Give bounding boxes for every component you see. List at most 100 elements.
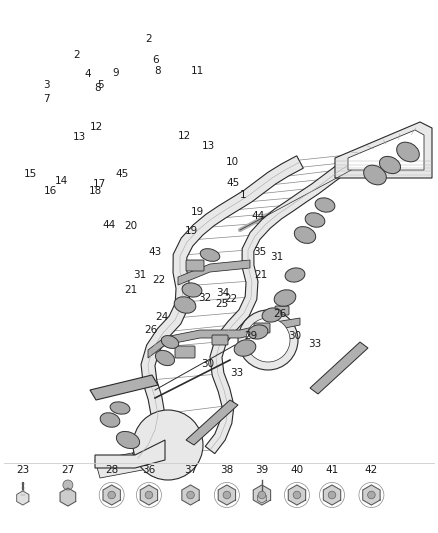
Text: 31: 31 xyxy=(270,252,283,262)
Text: 43: 43 xyxy=(149,247,162,257)
Ellipse shape xyxy=(285,268,305,282)
Text: 23: 23 xyxy=(16,465,29,475)
Ellipse shape xyxy=(200,249,220,261)
Text: 31: 31 xyxy=(133,270,146,280)
Polygon shape xyxy=(186,400,238,445)
Text: 13: 13 xyxy=(202,141,215,151)
Ellipse shape xyxy=(315,198,335,212)
FancyBboxPatch shape xyxy=(254,323,270,333)
Text: 22: 22 xyxy=(152,274,166,285)
Text: 40: 40 xyxy=(290,465,304,475)
Polygon shape xyxy=(178,260,250,285)
Polygon shape xyxy=(90,375,158,400)
Text: 20: 20 xyxy=(124,221,137,231)
Text: 16: 16 xyxy=(44,186,57,196)
Ellipse shape xyxy=(100,413,120,427)
Text: 18: 18 xyxy=(89,186,102,196)
Text: 38: 38 xyxy=(220,465,233,475)
Ellipse shape xyxy=(364,165,386,185)
Circle shape xyxy=(223,491,231,499)
Text: 39: 39 xyxy=(255,465,268,475)
Polygon shape xyxy=(288,485,306,505)
Circle shape xyxy=(293,491,301,499)
Text: 30: 30 xyxy=(201,359,215,369)
Text: 42: 42 xyxy=(365,465,378,475)
Polygon shape xyxy=(348,130,424,170)
Text: 8: 8 xyxy=(94,83,101,93)
Polygon shape xyxy=(132,156,303,462)
Text: 33: 33 xyxy=(230,368,243,377)
Circle shape xyxy=(145,491,153,499)
Text: 5: 5 xyxy=(97,80,104,90)
Text: 33: 33 xyxy=(308,339,321,349)
Ellipse shape xyxy=(262,308,282,322)
Text: 26: 26 xyxy=(273,309,286,319)
Polygon shape xyxy=(140,485,158,505)
Polygon shape xyxy=(310,342,368,394)
Ellipse shape xyxy=(397,142,419,162)
Text: 21: 21 xyxy=(254,270,267,280)
Text: 21: 21 xyxy=(124,285,137,295)
Text: 35: 35 xyxy=(253,247,266,257)
Polygon shape xyxy=(60,488,76,506)
Text: 45: 45 xyxy=(226,178,240,188)
Ellipse shape xyxy=(161,336,179,349)
Text: 41: 41 xyxy=(325,465,339,475)
Text: 14: 14 xyxy=(55,176,68,186)
Ellipse shape xyxy=(182,283,202,297)
Text: 45: 45 xyxy=(115,169,128,179)
Polygon shape xyxy=(335,122,432,178)
Polygon shape xyxy=(103,485,120,505)
Circle shape xyxy=(246,318,290,362)
Circle shape xyxy=(133,410,203,480)
Circle shape xyxy=(238,310,298,370)
Circle shape xyxy=(63,480,73,490)
Ellipse shape xyxy=(174,297,196,313)
Polygon shape xyxy=(258,493,266,503)
Text: 26: 26 xyxy=(145,325,158,335)
Ellipse shape xyxy=(305,213,325,227)
Text: 22: 22 xyxy=(225,294,238,304)
Text: 15: 15 xyxy=(24,169,37,179)
Circle shape xyxy=(108,491,116,499)
Ellipse shape xyxy=(110,402,130,414)
Text: 44: 44 xyxy=(252,211,265,221)
Text: 37: 37 xyxy=(184,465,197,475)
Circle shape xyxy=(258,491,266,499)
Text: 1: 1 xyxy=(240,190,247,200)
Ellipse shape xyxy=(117,431,140,449)
Polygon shape xyxy=(17,491,29,505)
FancyBboxPatch shape xyxy=(186,260,204,271)
Text: 44: 44 xyxy=(102,221,115,230)
Text: 7: 7 xyxy=(42,94,49,104)
Ellipse shape xyxy=(294,227,316,244)
Text: 17: 17 xyxy=(93,179,106,189)
Text: 2: 2 xyxy=(145,34,152,44)
Polygon shape xyxy=(95,440,165,468)
Text: 24: 24 xyxy=(155,312,169,322)
Text: 25: 25 xyxy=(215,298,229,309)
Text: 27: 27 xyxy=(61,465,74,475)
FancyBboxPatch shape xyxy=(212,335,228,345)
Polygon shape xyxy=(253,485,271,505)
Ellipse shape xyxy=(379,156,400,174)
Polygon shape xyxy=(205,150,369,454)
Text: 13: 13 xyxy=(73,132,86,142)
FancyBboxPatch shape xyxy=(275,306,289,315)
Text: 34: 34 xyxy=(216,288,229,298)
Text: 4: 4 xyxy=(84,69,91,78)
Text: 9: 9 xyxy=(113,68,120,78)
Polygon shape xyxy=(218,485,236,505)
Text: 12: 12 xyxy=(90,122,103,132)
Text: 12: 12 xyxy=(177,131,191,141)
Text: 2: 2 xyxy=(73,50,80,60)
Ellipse shape xyxy=(155,350,174,366)
Ellipse shape xyxy=(274,290,296,306)
Text: 28: 28 xyxy=(105,465,118,475)
Circle shape xyxy=(328,491,336,499)
Text: 36: 36 xyxy=(142,465,155,475)
Polygon shape xyxy=(182,485,199,505)
Text: 32: 32 xyxy=(198,293,212,303)
Text: 19: 19 xyxy=(191,207,204,216)
Text: 10: 10 xyxy=(226,157,239,167)
